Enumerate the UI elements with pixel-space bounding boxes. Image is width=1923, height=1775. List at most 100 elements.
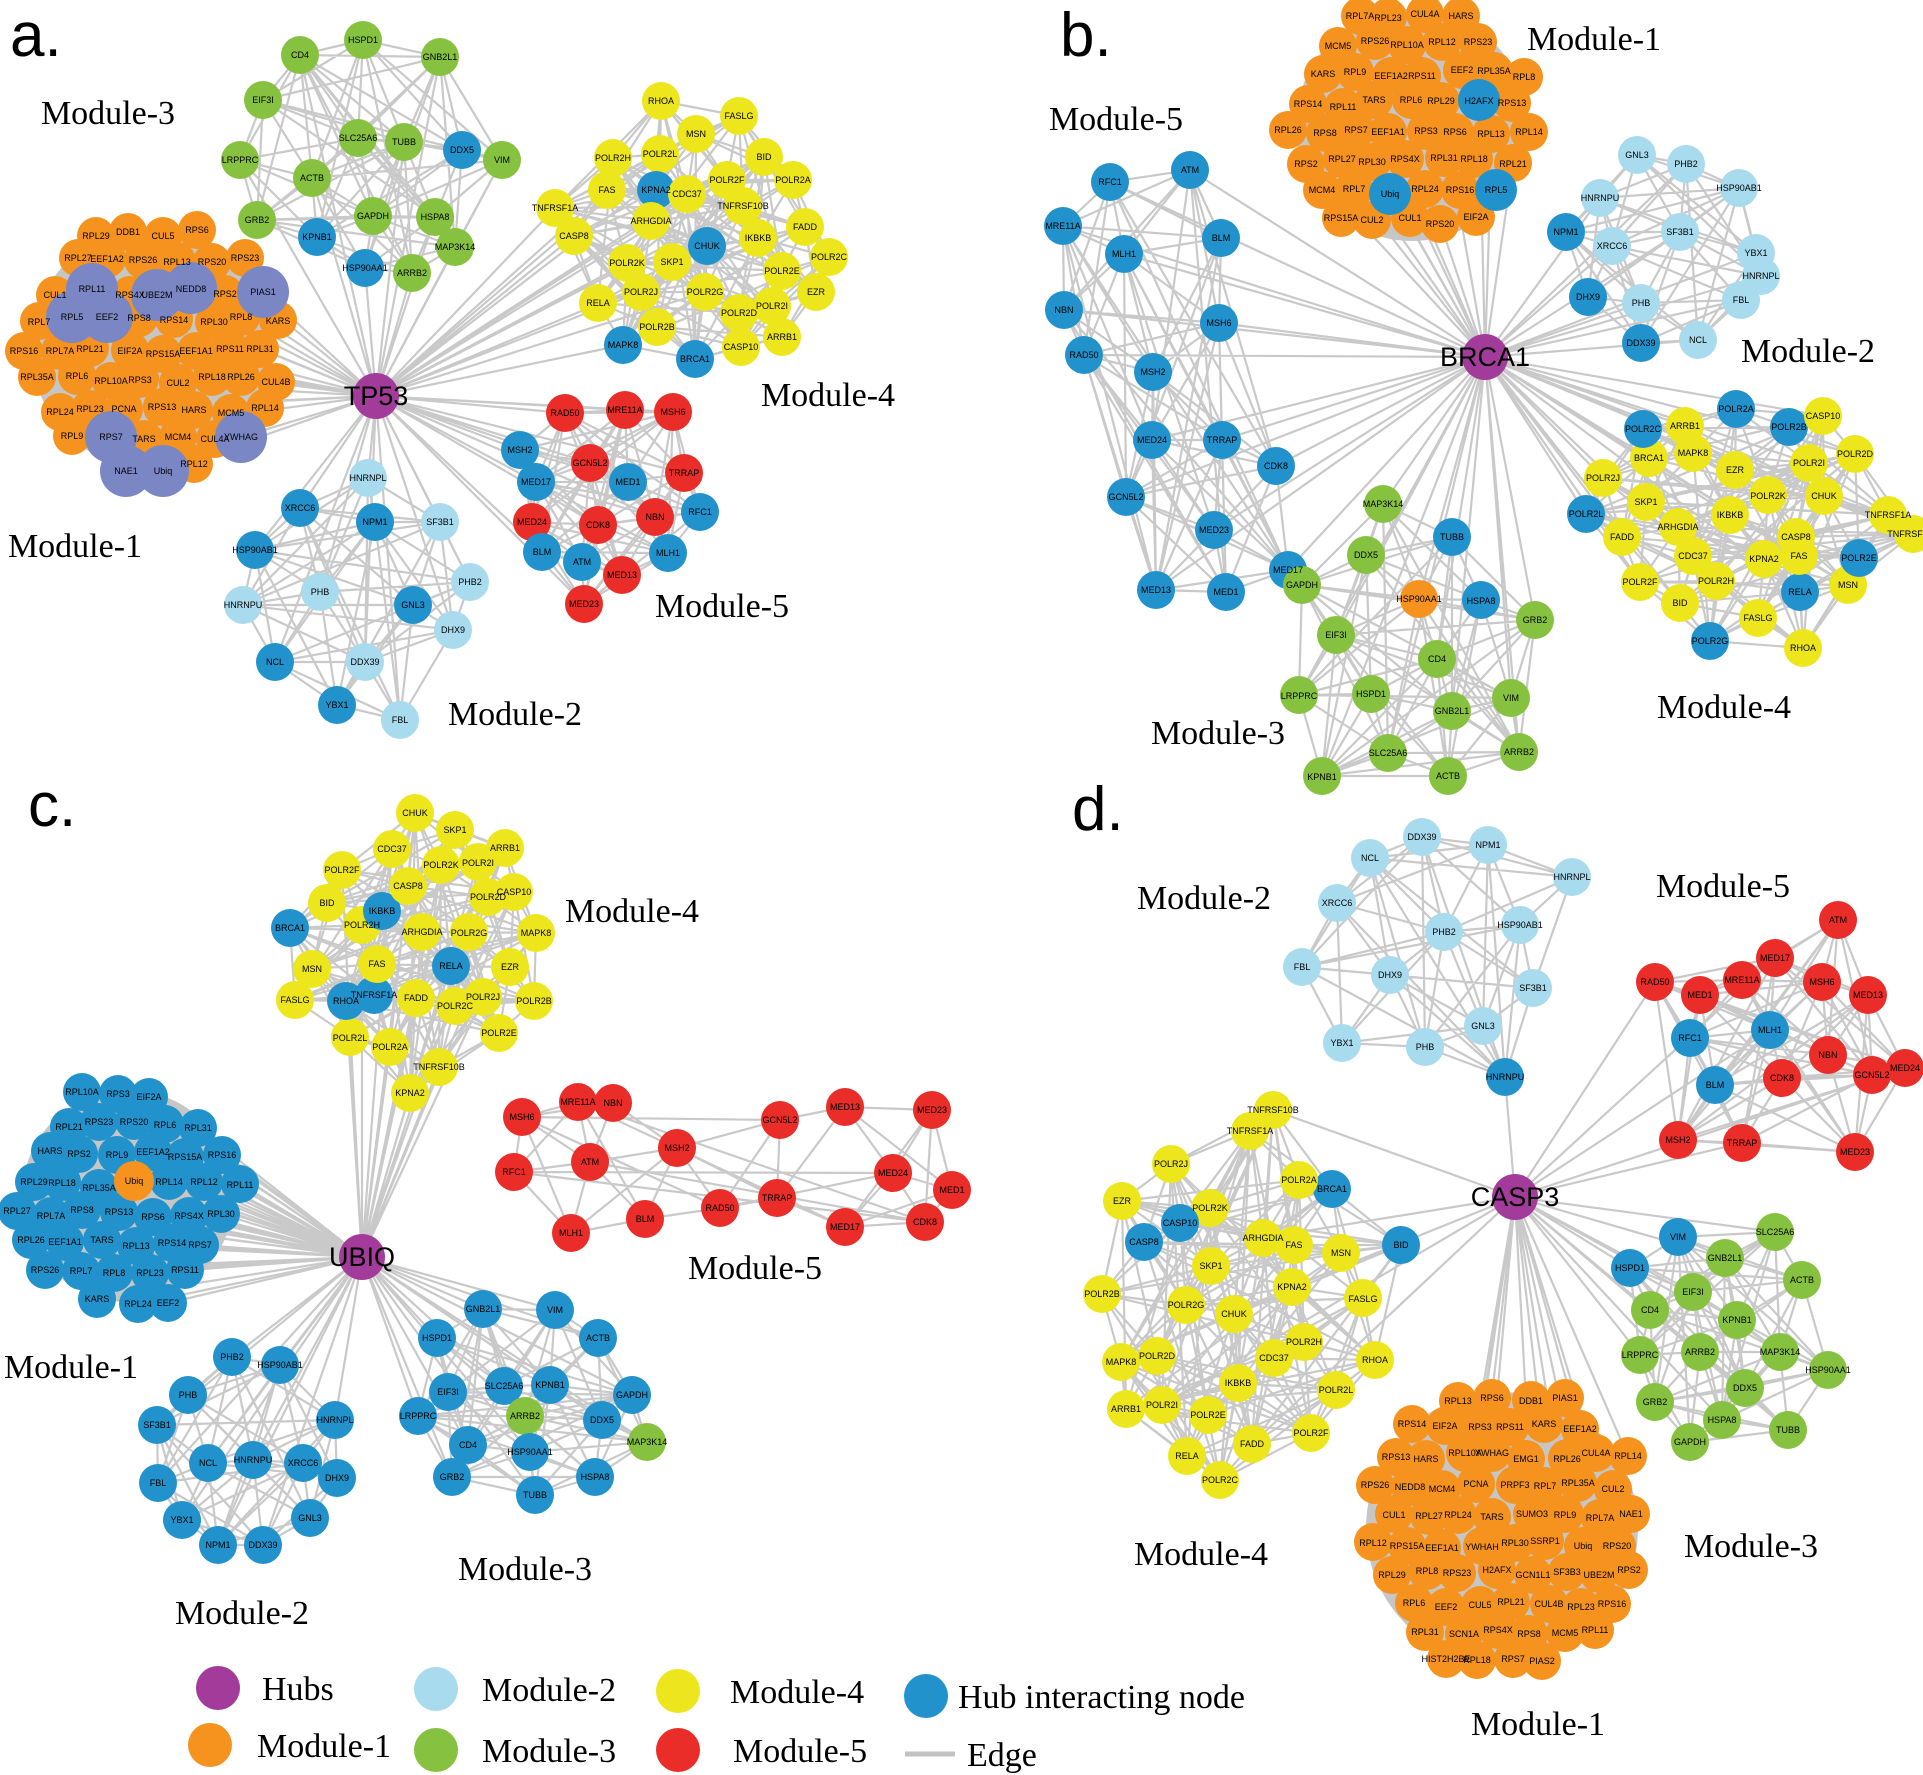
svg-text:MRE11A: MRE11A (607, 405, 642, 415)
svg-text:ARRB1: ARRB1 (767, 332, 797, 342)
svg-text:RPL29: RPL29 (1427, 96, 1455, 106)
svg-text:RPS26: RPS26 (1361, 36, 1390, 46)
svg-text:RPL35A: RPL35A (20, 372, 54, 382)
svg-text:Module-2: Module-2 (482, 1672, 616, 1709)
svg-text:HSPA8: HSPA8 (581, 1472, 610, 1482)
svg-text:HSPA8: HSPA8 (1467, 596, 1496, 606)
svg-text:YBX1: YBX1 (1330, 1038, 1353, 1048)
svg-text:POLR2E: POLR2E (1841, 553, 1877, 563)
svg-text:EIF3I: EIF3I (437, 1387, 459, 1397)
svg-text:ARHGDIA: ARHGDIA (1242, 1233, 1283, 1243)
svg-text:RPL27: RPL27 (64, 253, 92, 263)
svg-text:YBX1: YBX1 (325, 700, 348, 710)
svg-text:RPL5: RPL5 (61, 312, 84, 322)
svg-text:RPL35A: RPL35A (1477, 66, 1511, 76)
svg-text:DDX5: DDX5 (450, 145, 474, 155)
svg-text:RPL13: RPL13 (1477, 129, 1505, 139)
svg-text:EIF2A: EIF2A (136, 1092, 161, 1102)
svg-text:FBL: FBL (1733, 295, 1750, 305)
svg-text:XRCC6: XRCC6 (288, 1458, 319, 1468)
svg-text:MED17: MED17 (830, 1222, 860, 1232)
svg-text:FBL: FBL (150, 1478, 167, 1488)
svg-text:CHUK: CHUK (694, 241, 720, 251)
svg-text:POLR2E: POLR2E (481, 1028, 517, 1038)
svg-text:ARRB2: ARRB2 (1504, 747, 1534, 757)
svg-text:RPL10A: RPL10A (65, 1087, 99, 1097)
svg-text:RPS16: RPS16 (10, 346, 39, 356)
svg-text:RPS2: RPS2 (1294, 159, 1318, 169)
svg-text:MSH6: MSH6 (509, 1112, 534, 1122)
svg-text:POLR2A: POLR2A (775, 175, 811, 185)
svg-text:Module-4: Module-4 (1134, 1536, 1268, 1573)
svg-text:RPL7: RPL7 (1534, 1481, 1557, 1491)
svg-text:RFC1: RFC1 (688, 507, 712, 517)
svg-text:RPS14: RPS14 (158, 1238, 187, 1248)
svg-text:MED23: MED23 (1840, 1147, 1870, 1157)
svg-text:ARRB1: ARRB1 (1111, 1404, 1141, 1414)
svg-text:MCM4: MCM4 (165, 432, 192, 442)
svg-text:RPL7A: RPL7A (1346, 11, 1375, 21)
svg-text:SLC25A6: SLC25A6 (1369, 748, 1408, 758)
svg-text:HSP90AB1: HSP90AB1 (1716, 183, 1762, 193)
svg-text:KPNA2: KPNA2 (1749, 554, 1779, 564)
svg-text:MLH1: MLH1 (1112, 249, 1136, 259)
svg-text:RPL9: RPL9 (1344, 67, 1367, 77)
svg-text:ACTB: ACTB (586, 1333, 610, 1343)
svg-text:b.: b. (1060, 1, 1112, 70)
svg-text:RPL8: RPL8 (1416, 1566, 1439, 1576)
svg-text:SKP1: SKP1 (443, 825, 466, 835)
svg-text:NEDD8: NEDD8 (1395, 1482, 1426, 1492)
svg-text:Module-5: Module-5 (655, 588, 789, 625)
svg-text:POLR2E: POLR2E (764, 266, 800, 276)
svg-text:RPL7: RPL7 (1343, 184, 1366, 194)
svg-text:RPL9: RPL9 (1554, 1510, 1577, 1520)
svg-text:RPS14: RPS14 (160, 315, 189, 325)
svg-text:MSH6: MSH6 (1206, 318, 1231, 328)
svg-text:CUL4B: CUL4B (261, 377, 290, 387)
svg-text:CDK8: CDK8 (1264, 461, 1288, 471)
svg-text:CUL2: CUL2 (1360, 215, 1383, 225)
svg-text:SF3B1: SF3B1 (1666, 227, 1694, 237)
svg-text:Module-5: Module-5 (733, 1733, 867, 1770)
svg-text:MED24: MED24 (878, 1168, 908, 1178)
svg-text:MSN: MSN (686, 129, 706, 139)
svg-text:H2AFX: H2AFX (1482, 1565, 1511, 1575)
svg-text:CUL2: CUL2 (1601, 1484, 1624, 1494)
svg-text:RPL23: RPL23 (1567, 1602, 1595, 1612)
svg-text:EEF1A1: EEF1A1 (179, 346, 213, 356)
svg-text:RPL26: RPL26 (1553, 1454, 1581, 1464)
svg-text:c.: c. (28, 771, 76, 840)
svg-text:HSPD1: HSPD1 (1356, 689, 1386, 699)
svg-text:TRRAP: TRRAP (1727, 1138, 1758, 1148)
svg-text:MAP3K14: MAP3K14 (1363, 499, 1404, 509)
svg-text:ARRB2: ARRB2 (510, 1411, 540, 1421)
svg-text:KPNB1: KPNB1 (302, 232, 332, 242)
svg-text:TARS: TARS (90, 1235, 113, 1245)
svg-text:VIM: VIM (494, 155, 510, 165)
svg-text:Module-2: Module-2 (1741, 333, 1875, 370)
svg-text:RFC1: RFC1 (1678, 1033, 1702, 1043)
svg-text:RPS11: RPS11 (171, 1265, 199, 1275)
svg-text:CDK8: CDK8 (913, 1217, 937, 1227)
svg-text:MLH1: MLH1 (1758, 1025, 1782, 1035)
svg-text:FADD: FADD (1610, 532, 1635, 542)
svg-text:a.: a. (10, 1, 62, 70)
svg-text:NPM1: NPM1 (1553, 227, 1578, 237)
svg-text:RPL11: RPL11 (227, 1180, 254, 1190)
svg-text:BLM: BLM (533, 547, 552, 557)
svg-text:RPL5: RPL5 (1485, 185, 1508, 195)
svg-text:EEF2: EEF2 (96, 312, 119, 322)
svg-text:RPS26: RPS26 (129, 255, 158, 265)
svg-text:PIAS2: PIAS2 (1529, 1656, 1555, 1666)
svg-text:EEF1A2: EEF1A2 (136, 1147, 170, 1157)
svg-text:RPL24: RPL24 (1411, 184, 1439, 194)
svg-text:TNFRSF10B: TNFRSF10B (717, 201, 769, 211)
svg-text:SLC25A6: SLC25A6 (1756, 1227, 1795, 1237)
svg-text:TUBB: TUBB (392, 137, 416, 147)
svg-text:RPL35A: RPL35A (1561, 1478, 1595, 1488)
svg-text:YWHAG: YWHAG (1475, 1448, 1509, 1458)
svg-text:CUL1: CUL1 (43, 290, 66, 300)
svg-text:Ubiq: Ubiq (1381, 189, 1400, 199)
svg-text:POLR2G: POLR2G (1692, 636, 1729, 646)
svg-text:RPS15A: RPS15A (146, 349, 181, 359)
